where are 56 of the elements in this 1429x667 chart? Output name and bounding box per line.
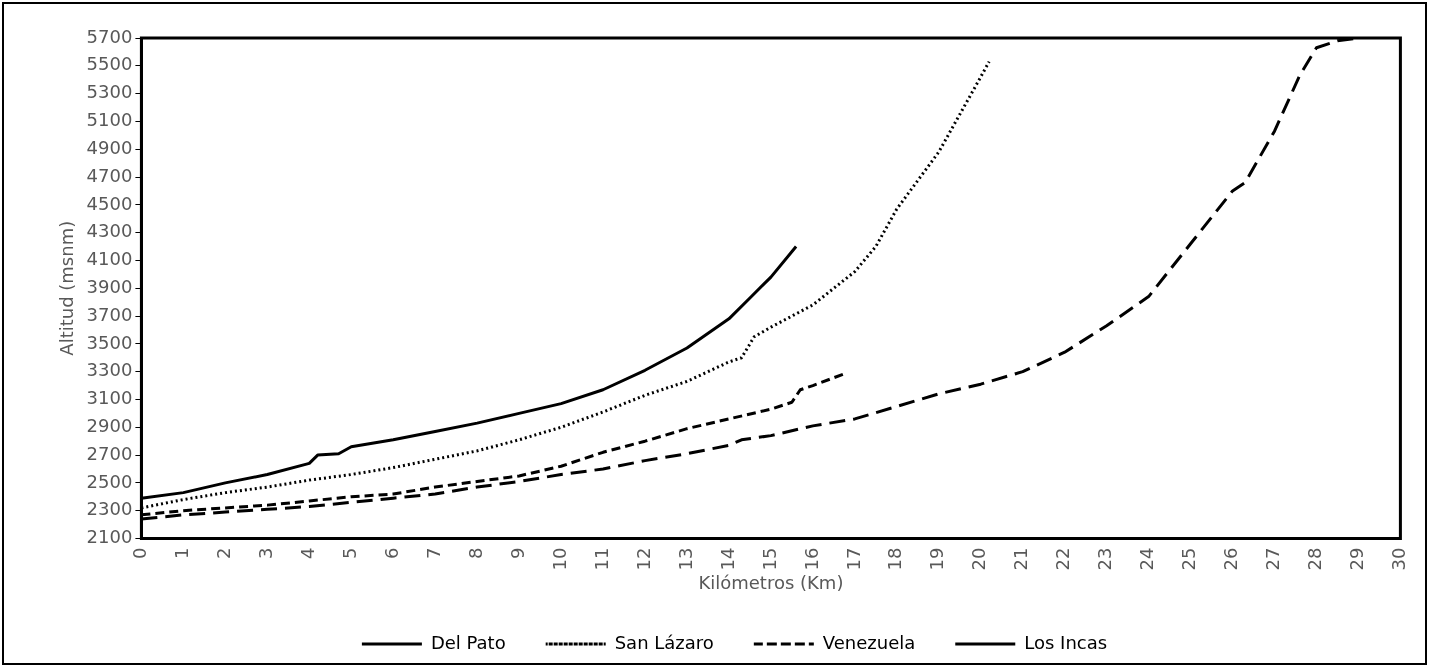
x-tick-label: 26 bbox=[1220, 547, 1242, 571]
x-tick-label: 23 bbox=[1094, 547, 1116, 571]
legend-label: San Lázaro bbox=[614, 631, 714, 653]
y-tick-label: 2700 bbox=[86, 442, 133, 464]
y-tick-label: 3500 bbox=[86, 331, 133, 353]
y-axis-title: Altitud (msnm) bbox=[56, 220, 78, 356]
x-tick-label: 1 bbox=[171, 547, 193, 559]
x-tick-label: 14 bbox=[716, 547, 738, 571]
x-tick-label: 29 bbox=[1346, 547, 1368, 571]
x-axis-title: Kilómetros (Km) bbox=[698, 571, 844, 593]
x-tick-label: 7 bbox=[422, 547, 444, 559]
legend-label: Del Pato bbox=[430, 631, 506, 653]
y-tick-label: 2500 bbox=[86, 470, 133, 492]
x-tick-label: 2 bbox=[213, 547, 235, 559]
x-tick-label: 25 bbox=[1178, 547, 1200, 571]
x-tick-label: 27 bbox=[1262, 547, 1284, 571]
legend-label: Los Incas bbox=[1024, 631, 1108, 653]
x-tick-label: 30 bbox=[1388, 547, 1410, 571]
x-tick-label: 13 bbox=[674, 547, 696, 571]
y-tick-label: 2100 bbox=[86, 526, 133, 548]
x-tick-label: 18 bbox=[884, 547, 906, 571]
x-tick-label: 22 bbox=[1052, 547, 1074, 571]
y-tick-label: 5700 bbox=[86, 25, 133, 47]
x-tick-label: 28 bbox=[1304, 547, 1326, 571]
legend-label: Venezuela bbox=[822, 631, 916, 653]
y-tick-label: 4700 bbox=[86, 164, 133, 186]
y-tick-label: 3100 bbox=[86, 387, 133, 409]
x-tick-label: 24 bbox=[1136, 547, 1158, 571]
x-tick-label: 21 bbox=[1010, 547, 1032, 571]
y-tick-label: 5100 bbox=[86, 109, 133, 131]
x-tick-label: 20 bbox=[968, 547, 990, 571]
y-tick-label: 4300 bbox=[86, 220, 133, 242]
x-tick-label: 4 bbox=[296, 547, 318, 559]
x-tick-label: 0 bbox=[129, 547, 151, 559]
y-tick-label: 4500 bbox=[86, 192, 133, 214]
y-tick-label: 2900 bbox=[86, 414, 133, 436]
y-tick-label: 4900 bbox=[86, 136, 133, 158]
y-tick-label: 3900 bbox=[86, 275, 133, 297]
y-tick-label: 5500 bbox=[86, 53, 133, 75]
y-tick-label: 4100 bbox=[86, 248, 133, 270]
y-tick-label: 3300 bbox=[86, 359, 133, 381]
x-tick-label: 9 bbox=[506, 547, 528, 559]
y-tick-label: 2300 bbox=[86, 498, 133, 520]
x-tick-label: 8 bbox=[464, 547, 486, 559]
x-tick-label: 5 bbox=[338, 547, 360, 559]
x-tick-label: 10 bbox=[548, 547, 570, 571]
x-tick-label: 11 bbox=[590, 547, 612, 571]
x-tick-label: 19 bbox=[926, 547, 948, 571]
x-tick-label: 15 bbox=[758, 547, 780, 571]
y-tick-label: 3700 bbox=[86, 303, 133, 325]
x-tick-label: 17 bbox=[842, 547, 864, 571]
x-tick-label: 6 bbox=[380, 547, 402, 559]
x-tick-label: 12 bbox=[632, 547, 654, 571]
y-tick-label: 5300 bbox=[86, 81, 133, 103]
x-tick-label: 3 bbox=[254, 547, 276, 559]
x-tick-label: 16 bbox=[800, 547, 822, 571]
